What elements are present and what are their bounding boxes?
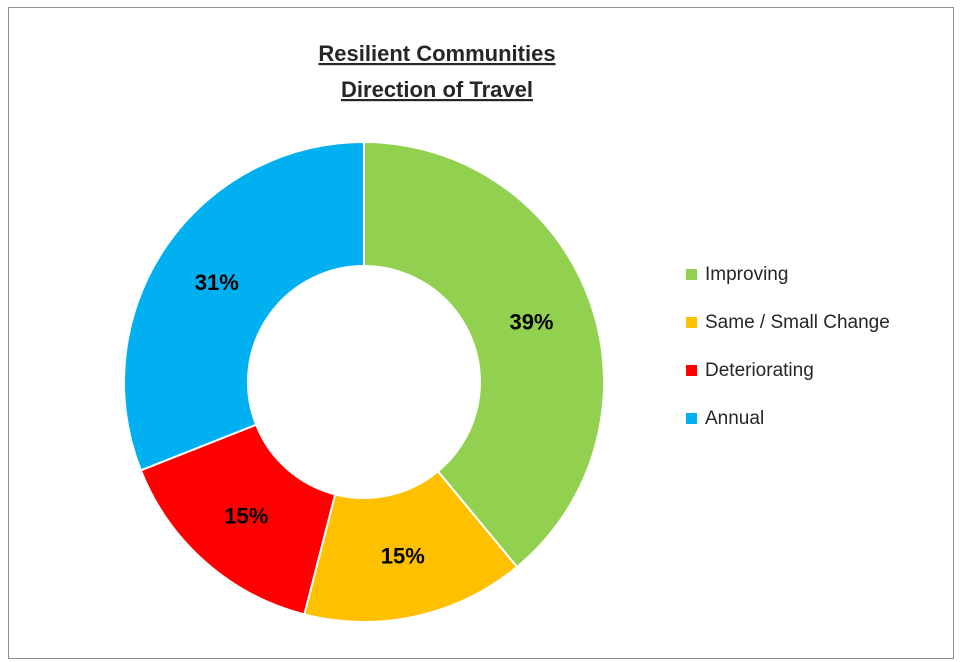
data-label-annual: 31% bbox=[195, 270, 239, 295]
legend-swatch-annual bbox=[686, 413, 697, 424]
slice-same-small-change bbox=[303, 469, 519, 623]
data-label-improving: 39% bbox=[509, 310, 553, 335]
data-label-deteriorating: 15% bbox=[224, 504, 268, 529]
legend-label-annual: Annual bbox=[705, 408, 764, 429]
donut-chart: Resilient Communities Direction of Trave… bbox=[123, 41, 890, 623]
legend: Improving Same / Small Change Deterioratin… bbox=[686, 264, 890, 429]
legend-swatch-deteriorating bbox=[686, 365, 697, 376]
legend-label-improving: Improving bbox=[705, 264, 788, 285]
chart-title-line-2: Direction of Travel bbox=[341, 77, 533, 102]
slice-improving bbox=[363, 140, 605, 569]
slice-annual bbox=[123, 140, 365, 472]
chart-area: Resilient Communities Direction of Trave… bbox=[8, 7, 954, 659]
legend-label-deteriorating: Deteriorating bbox=[705, 360, 814, 381]
legend-swatch-improving bbox=[686, 269, 697, 280]
legend-label-same-small-change: Same / Small Change bbox=[705, 312, 890, 333]
data-label-same-small-change: 15% bbox=[381, 544, 425, 569]
legend-swatch-same-small-change bbox=[686, 317, 697, 328]
slice-deteriorating bbox=[139, 423, 337, 616]
donut-slices bbox=[123, 140, 605, 623]
chart-title-line-1: Resilient Communities bbox=[318, 41, 555, 66]
data-labels: 39% 15% 15% 31% bbox=[195, 270, 554, 569]
